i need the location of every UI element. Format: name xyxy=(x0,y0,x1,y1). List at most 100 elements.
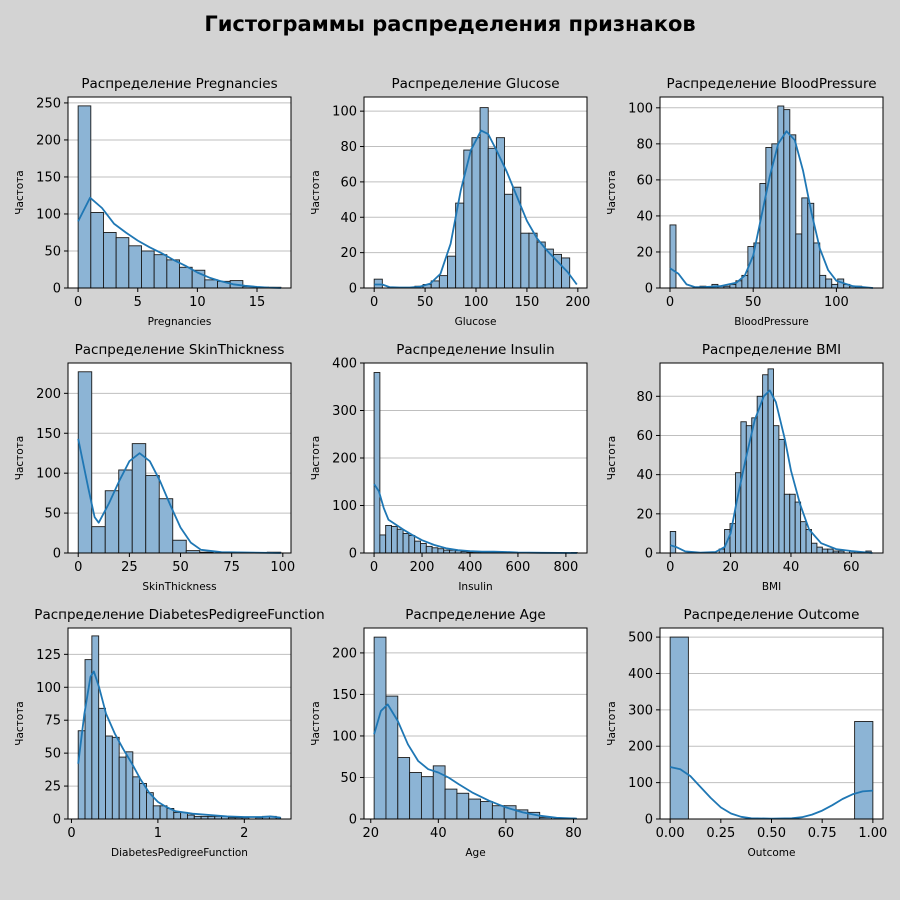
histogram-bar xyxy=(402,533,410,554)
histogram-bar xyxy=(740,421,747,554)
histogram-bar xyxy=(783,493,791,554)
y-tick-label: 0 xyxy=(349,813,357,828)
y-tick-label: 20 xyxy=(636,507,653,522)
y-tick-label: 60 xyxy=(340,175,357,190)
histogram-bar xyxy=(98,707,106,820)
y-axis-label: Частота xyxy=(310,436,322,481)
y-tick-label: 80 xyxy=(636,390,653,405)
subplot: 0 25 50 75 100 125 0 1 2 Распределение DiabetesPe… xyxy=(14,607,325,859)
histogram-bar xyxy=(437,548,445,554)
y-tick-label: 100 xyxy=(36,467,61,482)
subplot: 0 100 200 300 400 500 0.00 0.25 0.50 0.75 1.00 Расп… xyxy=(606,607,887,859)
histogram-bar xyxy=(187,814,195,820)
y-tick-label: 0 xyxy=(645,547,653,562)
histogram-bar xyxy=(141,250,155,289)
y-tick-label: 200 xyxy=(332,646,357,661)
y-tick-label: 100 xyxy=(628,776,653,791)
histogram-bar xyxy=(854,721,874,820)
x-tick-label: 5 xyxy=(134,295,142,310)
y-tick-label: 200 xyxy=(332,452,357,467)
histogram-bar xyxy=(373,278,383,289)
histogram-bar xyxy=(152,805,161,820)
subplot: 0 100 200 300 400 0 200 400 600 800 Распределение … xyxy=(310,342,588,593)
histogram-bar xyxy=(831,283,839,289)
y-tick-label: 150 xyxy=(332,688,357,703)
x-tick-label: 20 xyxy=(722,560,739,575)
y-tick-label: 20 xyxy=(340,246,357,261)
histogram-bar xyxy=(447,255,457,289)
y-axis-label: Частота xyxy=(14,436,26,481)
histogram-bar xyxy=(111,736,120,820)
y-axis-label: Частота xyxy=(310,701,322,746)
histogram-bar xyxy=(438,275,448,289)
y-tick-label: 50 xyxy=(44,244,61,259)
x-tick-label: 0 xyxy=(74,295,82,310)
y-tick-label: 100 xyxy=(36,207,61,222)
histogram-bar xyxy=(414,540,421,554)
y-tick-label: 75 xyxy=(44,714,61,729)
histogram-bar xyxy=(795,233,803,289)
y-axis-label: Частота xyxy=(14,701,26,746)
y-tick-label: 150 xyxy=(36,427,61,442)
axes-frame xyxy=(67,362,292,554)
kde-line xyxy=(77,196,281,289)
x-tick-label: 0.00 xyxy=(656,826,685,841)
histogram-bar xyxy=(385,525,392,554)
histogram-bar xyxy=(173,811,182,820)
x-axis-label: Insulin xyxy=(458,581,492,593)
x-tick-label: 50 xyxy=(745,295,762,310)
x-tick-label: 75 xyxy=(223,560,240,575)
y-tick-label: 200 xyxy=(628,740,653,755)
kde-line xyxy=(373,483,577,554)
subplot-title: Распределение Age xyxy=(405,607,545,623)
x-axis-label: SkinThickness xyxy=(142,581,216,593)
histogram-bar xyxy=(373,372,381,554)
y-axis-label: Частота xyxy=(606,436,618,481)
y-tick-label: 400 xyxy=(628,667,653,682)
x-tick-label: 40 xyxy=(783,560,800,575)
y-tick-label: 200 xyxy=(36,133,61,148)
y-tick-label: 100 xyxy=(628,101,653,116)
x-tick-label: 100 xyxy=(270,560,295,575)
kde-line xyxy=(670,389,873,554)
y-tick-label: 0 xyxy=(53,282,61,297)
histogram-bar xyxy=(420,543,427,554)
histogram-bar xyxy=(669,224,677,289)
histogram-bar xyxy=(77,371,93,554)
x-tick-label: 0 xyxy=(74,560,82,575)
histogram-bar xyxy=(468,798,482,820)
x-tick-label: 800 xyxy=(553,560,578,575)
histogram-bar xyxy=(455,202,465,289)
y-tick-label: 20 xyxy=(636,245,653,260)
histogram-bar xyxy=(491,805,505,820)
x-tick-label: 0 xyxy=(67,826,75,841)
y-tick-label: 0 xyxy=(645,282,653,297)
y-tick-label: 0 xyxy=(349,282,357,297)
x-tick-label: 200 xyxy=(565,295,590,310)
y-tick-label: 125 xyxy=(36,648,61,663)
x-tick-label: 0.25 xyxy=(706,826,735,841)
y-axis-label: Частота xyxy=(606,701,618,746)
figure-title: Гистограммы распределения признаков xyxy=(204,12,696,36)
subplot-title: Распределение SkinThickness xyxy=(75,342,285,358)
histogram-bar xyxy=(789,134,797,289)
x-tick-label: 200 xyxy=(410,560,435,575)
y-tick-label: 0 xyxy=(349,547,357,562)
histogram-bar xyxy=(166,259,180,289)
histogram-bar xyxy=(204,279,218,289)
x-tick-label: 40 xyxy=(430,826,447,841)
histogram-bar xyxy=(408,534,416,554)
subplot: 0 50 100 150 200 0 25 50 75 100 Распределение Skin… xyxy=(14,342,295,593)
histogram-bar xyxy=(479,107,489,289)
subplot-title: Распределение DiabetesPedigreeFunction xyxy=(34,607,324,623)
x-tick-label: 1.00 xyxy=(858,826,887,841)
x-axis-label: BMI xyxy=(762,581,781,593)
histogram-bar xyxy=(397,757,411,820)
y-tick-label: 100 xyxy=(36,681,61,696)
histogram-bar xyxy=(805,529,812,554)
x-tick-label: 15 xyxy=(249,295,266,310)
histogram-bar xyxy=(115,237,130,289)
x-tick-label: 25 xyxy=(121,560,138,575)
histogram-bar xyxy=(821,548,829,554)
